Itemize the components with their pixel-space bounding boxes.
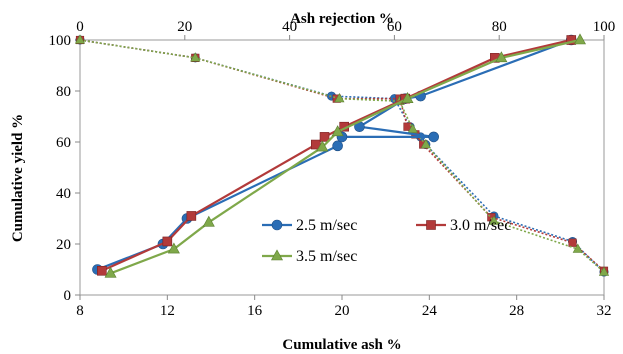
data-point [202, 215, 215, 227]
y-tick-label: 80 [56, 84, 71, 100]
y-tick-label: 40 [56, 186, 71, 202]
x-axis-title: Cumulative ash % [282, 337, 401, 353]
data-point [332, 140, 343, 152]
x-tick-label: 20 [335, 303, 350, 319]
top-x-tick-label: 80 [492, 19, 507, 35]
x-tick-label: 24 [422, 303, 438, 319]
series-3-rejection [74, 34, 610, 276]
data-point [428, 131, 440, 143]
data-point [104, 266, 117, 278]
top-x-tick-label: 40 [282, 19, 297, 35]
rejection-point [568, 238, 577, 247]
data-point [331, 125, 344, 137]
data-point [167, 242, 180, 254]
rejection-point [334, 93, 345, 103]
rejection-point [74, 34, 86, 44]
rejection-point [598, 266, 610, 276]
y-tick-label: 20 [56, 237, 71, 253]
rejection-point [407, 123, 418, 133]
series-line [97, 38, 572, 271]
rejection-point [572, 243, 583, 253]
rejection-line [79, 39, 605, 273]
data-point [316, 140, 329, 152]
y-axis-title: Cumulative yield % [10, 114, 26, 242]
x-tick-label: 32 [597, 303, 612, 319]
series-2-rejection [75, 35, 609, 275]
rejection-point [420, 138, 431, 149]
data-point [162, 236, 173, 247]
legend: 2.5 m/sec 3.0 m/sec 3.5 m/sec [262, 217, 511, 265]
legend-swatch-marker [270, 249, 284, 261]
x-tick-label: 12 [160, 303, 175, 319]
x-tick-label: 16 [247, 303, 263, 319]
data-point [186, 211, 197, 221]
legend-label: 3.0 m/sec [450, 217, 511, 234]
series-2 [97, 35, 577, 276]
x-tick-label: 28 [509, 303, 524, 319]
legend-item: 2.5 m/sec [262, 217, 357, 234]
legend-swatch-marker [426, 220, 436, 230]
series-layer [74, 33, 610, 278]
series-line [101, 38, 572, 272]
data-point [97, 265, 107, 276]
data-point [573, 33, 586, 45]
data-point [401, 92, 414, 103]
series-line [110, 38, 581, 275]
top-x-tick-label: 0 [76, 19, 84, 35]
x-tick-label: 8 [76, 303, 84, 319]
rejection-point [488, 215, 500, 225]
top-x-tick-label: 60 [387, 19, 402, 35]
rejection-line [79, 39, 605, 273]
y-tick-label: 0 [64, 288, 72, 304]
legend-label: 2.5 m/sec [296, 217, 357, 234]
y-tick-label: 100 [49, 33, 72, 49]
series-1-rejection [75, 35, 609, 277]
data-point [319, 132, 330, 142]
series-3 [104, 33, 586, 278]
top-x-tick-label: 100 [593, 19, 616, 35]
legend-item: 3.5 m/sec [262, 248, 357, 265]
legend-swatch-marker [271, 219, 283, 231]
top-x-tick-label: 20 [177, 19, 192, 35]
y-tick-label: 60 [56, 135, 71, 151]
data-point [495, 51, 508, 63]
rejection-point [190, 52, 201, 62]
legend-label: 3.5 m/sec [296, 248, 357, 265]
top-x-axis-title: Ash rejection % [290, 11, 394, 27]
rejection-line [79, 39, 605, 272]
legend-item: 3.0 m/sec [416, 217, 511, 234]
